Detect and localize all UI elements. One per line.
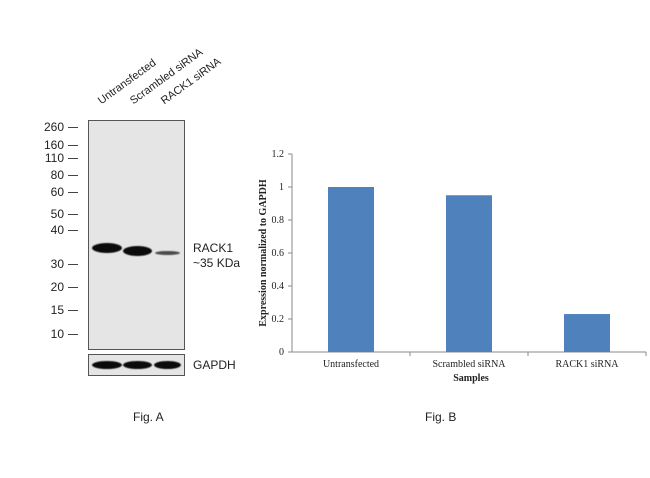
mw-marker-40: 40 (50, 223, 64, 237)
mw-tick-160 (68, 145, 78, 146)
mw-tick-80 (68, 175, 78, 176)
y-tick-label-1: 0.2 (272, 314, 285, 325)
y-tick-label-5: 1 (279, 182, 284, 193)
mw-tick-260 (68, 127, 78, 128)
mw-tick-110 (68, 158, 78, 159)
mw-marker-15: 15 (50, 303, 64, 317)
y-tick-label-4: 0.8 (272, 215, 285, 226)
mw-marker-160: 160 (43, 138, 64, 152)
y-tick-label-2: 0.4 (272, 281, 285, 292)
x-tick-label-2: RACK1 siRNA (555, 359, 619, 370)
x-tick-label-1: Scrambled siRNA (432, 359, 506, 370)
mw-tick-60 (68, 192, 78, 193)
mw-marker-110: 110 (44, 151, 64, 165)
rack1-band-rack1-sirna (155, 251, 180, 255)
mw-marker-50: 50 (50, 207, 64, 221)
rack1-label-name: RACK1 (193, 241, 234, 255)
y-tick-label-6: 1.2 (272, 149, 285, 160)
gapdh-label: GAPDH (193, 358, 236, 372)
rack1-label-size: ~35 KDa (193, 256, 241, 270)
y-tick-label-0: 0 (279, 347, 284, 358)
mw-tick-10 (68, 334, 78, 335)
mw-marker-10: 10 (50, 327, 64, 341)
mw-marker-30: 30 (50, 257, 64, 271)
rack1-band-scrambled-sirna (123, 246, 152, 256)
bar-0 (328, 187, 374, 352)
mw-marker-260: 260 (43, 120, 64, 134)
gapdh-band-untransfected (92, 361, 122, 369)
mw-tick-30 (68, 264, 78, 265)
rack1-band-label: RACK1 ~35 KDa (193, 241, 240, 271)
gapdh-blot-membrane (88, 354, 185, 376)
bar-1 (446, 195, 492, 352)
mw-marker-20: 20 (50, 280, 64, 294)
mw-tick-20 (68, 287, 78, 288)
x-tick-label-0: Untransfected (323, 359, 379, 370)
bar-2 (564, 314, 610, 352)
mw-tick-15 (68, 310, 78, 311)
mw-tick-50 (68, 214, 78, 215)
rack1-blot-membrane (88, 120, 185, 350)
fig-a-caption: Fig. A (133, 410, 164, 424)
gapdh-band-rack1-sirna (154, 361, 181, 369)
mw-marker-80: 80 (50, 168, 64, 182)
rack1-band-untransfected (92, 243, 122, 253)
x-axis-title: Samples (453, 373, 489, 384)
y-axis-title: Expression normalized to GAPDH (258, 179, 269, 327)
fig-b-caption: Fig. B (425, 410, 457, 424)
mw-tick-40 (68, 230, 78, 231)
y-tick-label-3: 0.6 (272, 248, 285, 259)
mw-marker-60: 60 (50, 185, 64, 199)
gapdh-band-scrambled-sirna (123, 361, 152, 369)
